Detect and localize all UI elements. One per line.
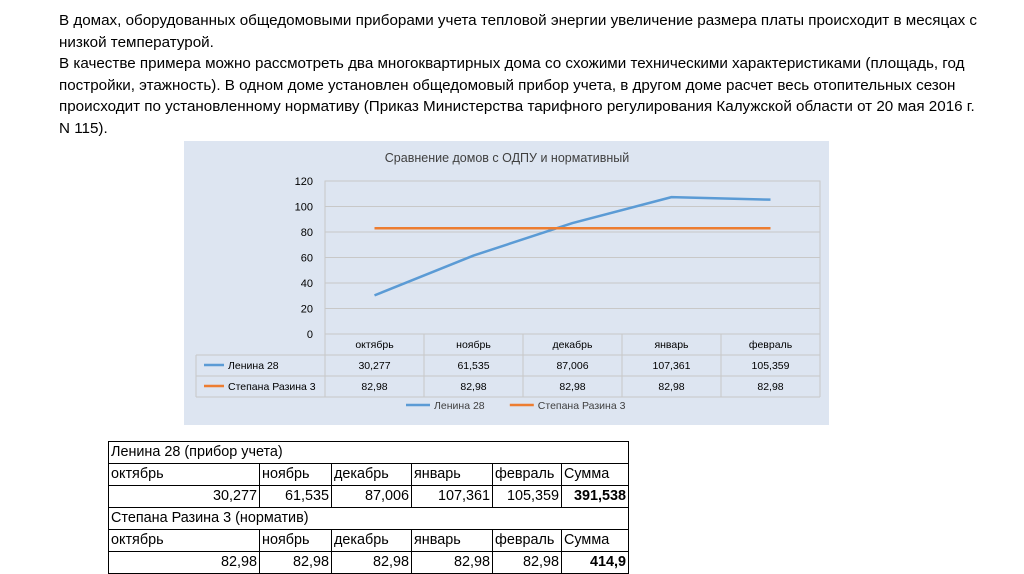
value-cell: 82,98 <box>259 551 332 574</box>
intro-paragraph-1: В домах, оборудованных общедомовыми приб… <box>59 12 978 51</box>
table-row: октябрь ноябрь декабрь январь февраль Су… <box>108 529 629 552</box>
sum-cell: 414,9 <box>561 551 629 574</box>
value-cell: 82,98 <box>331 551 412 574</box>
header-cell: Сумма <box>561 529 629 552</box>
data-label: 82,98 <box>361 381 387 393</box>
y-tick-label: 80 <box>301 227 313 239</box>
header-cell: Сумма <box>561 463 629 486</box>
series-row-label: Степана Разина 3 <box>228 381 316 393</box>
data-table-cells: октябрь ноябрь декабрь январь февраль Ленина … <box>204 339 793 393</box>
sum-cell: 391,538 <box>561 485 629 508</box>
value-cell: 82,98 <box>108 551 260 574</box>
y-tick-label: 20 <box>301 304 313 316</box>
legend-label: Степана Разина 3 <box>538 400 626 412</box>
series-line <box>374 195 771 297</box>
header-cell: декабрь <box>331 463 412 486</box>
block1-title: Ленина 28 (прибор учета) <box>108 441 629 464</box>
data-label: 82,98 <box>757 381 783 393</box>
x-category-label: декабрь <box>553 339 593 351</box>
header-cell: январь <box>411 463 493 486</box>
header-cell: февраль <box>492 529 562 552</box>
value-cell: 107,361 <box>411 485 493 508</box>
y-tick-label: 0 <box>307 329 313 341</box>
data-label: 30,277 <box>358 360 390 372</box>
table-row: Степана Разина 3 (норматив) <box>108 507 629 530</box>
data-label: 82,98 <box>658 381 684 393</box>
y-axis-ticks: 0 20 40 60 80 100 120 <box>295 176 313 341</box>
x-category-label: январь <box>654 339 689 351</box>
summary-table: Ленина 28 (прибор учета) октябрь ноябрь … <box>108 441 629 574</box>
header-cell: октябрь <box>108 529 260 552</box>
x-category-label: октябрь <box>355 339 394 351</box>
data-table-grid <box>195 334 821 398</box>
header-cell: декабрь <box>331 529 412 552</box>
table-row: 30,277 61,535 87,006 107,361 105,359 391… <box>108 485 629 508</box>
table-row: 82,98 82,98 82,98 82,98 82,98 414,9 <box>108 551 629 574</box>
data-label: 107,361 <box>653 360 691 372</box>
header-cell: февраль <box>492 463 562 486</box>
y-tick-label: 120 <box>295 176 313 188</box>
value-cell: 61,535 <box>259 485 332 508</box>
x-category-label: февраль <box>749 339 793 351</box>
plot-area-border <box>324 180 821 335</box>
line-chart: Сравнение домов с ОДПУ и нормативный 0 20… <box>195 151 821 412</box>
value-cell: 82,98 <box>492 551 562 574</box>
y-tick-label: 100 <box>295 202 313 214</box>
gridlines <box>324 180 821 335</box>
series-lines <box>374 195 771 297</box>
value-cell: 30,277 <box>108 485 260 508</box>
table-row: октябрь ноябрь декабрь январь февраль Су… <box>108 463 629 486</box>
y-tick-label: 40 <box>301 278 313 290</box>
legend-label: Ленина 28 <box>434 400 485 412</box>
header-cell: январь <box>411 529 493 552</box>
block2-title: Степана Разина 3 (норматив) <box>108 507 629 530</box>
data-label: 82,98 <box>559 381 585 393</box>
chart-legend: Ленина 28 Степана Разина 3 <box>406 400 626 412</box>
data-label: 105,359 <box>752 360 790 372</box>
value-cell: 87,006 <box>331 485 412 508</box>
series-row-label: Ленина 28 <box>228 360 279 372</box>
data-label: 82,98 <box>460 381 486 393</box>
chart-title: Сравнение домов с ОДПУ и нормативный <box>385 151 629 165</box>
header-cell: ноябрь <box>259 529 332 552</box>
chart-panel: Сравнение домов с ОДПУ и нормативный 0 20… <box>184 141 829 425</box>
value-cell: 105,359 <box>492 485 562 508</box>
x-category-label: ноябрь <box>456 339 491 351</box>
data-label: 61,535 <box>457 360 489 372</box>
intro-paragraph-2: В качестве примера можно рассмотреть два… <box>59 55 975 137</box>
value-cell: 82,98 <box>411 551 493 574</box>
header-cell: ноябрь <box>259 463 332 486</box>
intro-text: В домах, оборудованных общедомовыми приб… <box>59 10 989 140</box>
header-cell: октябрь <box>108 463 260 486</box>
table-row: Ленина 28 (прибор учета) <box>108 441 629 464</box>
y-tick-label: 60 <box>301 253 313 265</box>
data-label: 87,006 <box>556 360 588 372</box>
